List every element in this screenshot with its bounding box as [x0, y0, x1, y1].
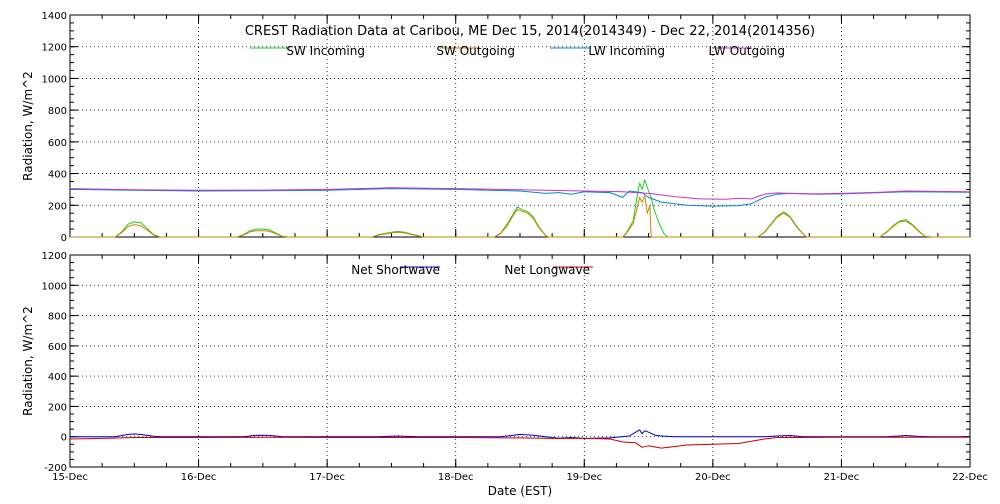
y-tick-label: 200: [48, 201, 67, 212]
y-tick-label: 600: [48, 342, 67, 353]
y-tick-label: 0: [61, 233, 67, 244]
series-line-lw-outgoing: [69, 187, 971, 200]
y-tick-label: -200: [44, 463, 67, 474]
y-tick-label: 1200: [42, 251, 67, 262]
legend-label-net-shortwave: Net Shortwave: [351, 263, 440, 277]
y-tick-label: 1000: [42, 281, 67, 292]
x-tick-label: 17-Dec: [309, 472, 345, 483]
y-axis-label: Radiation, W/m^2: [21, 306, 35, 416]
top-plot: 0 200 400 600 800 1000 1200 1400 Radiation, W/m^…: [21, 11, 971, 244]
y-tick-label: 1400: [42, 11, 67, 22]
x-tick-label: 15-Dec: [52, 472, 88, 483]
legend-label-sw-outgoing: SW Outgoing: [436, 44, 515, 58]
series-line-sw-incoming: [70, 179, 970, 238]
y-tick-label: 400: [48, 372, 67, 383]
y-axis-label: Radiation, W/m^2: [21, 71, 35, 181]
y-tick-label: 600: [48, 138, 67, 149]
legend-label-sw-incoming: SW Incoming: [286, 44, 365, 58]
plot-frame: [69, 14, 971, 238]
x-tick-label: 22-Dec: [952, 472, 988, 483]
y-tick-label: 800: [48, 312, 67, 323]
legend-label-lw-outgoing: LW Outgoing: [708, 44, 785, 58]
x-axis-label: Date (EST): [488, 484, 552, 498]
y-tick-label: 800: [48, 106, 67, 117]
bottom-plot: -200 0 200 400 600 800 1000 1200 Radiation, W/m^…: [21, 251, 988, 483]
legend-label-net-longwave: Net Longwave: [504, 263, 590, 277]
chart-title: CREST Radiation Data at Caribou, ME Dec …: [245, 24, 815, 39]
x-tick-label: 20-Dec: [695, 472, 731, 483]
y-tick-label: 1200: [42, 43, 67, 54]
x-tick-label: 19-Dec: [566, 472, 602, 483]
y-tick-label: 200: [48, 402, 67, 413]
legend-label-lw-incoming: LW Incoming: [588, 44, 665, 58]
y-tick-label: 1000: [42, 74, 67, 85]
y-tick-label: 0: [61, 433, 67, 444]
y-tick-label: 400: [48, 170, 67, 181]
series-line-lw-incoming: [69, 188, 971, 207]
x-tick-label: 16-Dec: [181, 472, 217, 483]
x-tick-label: 18-Dec: [438, 472, 474, 483]
x-tick-label: 21-Dec: [824, 472, 860, 483]
plot-frame: [69, 254, 971, 468]
series-line-net-longwave: [69, 436, 971, 449]
series-line-sw-outgoing: [70, 195, 970, 238]
series-line-net-shortwave: [70, 429, 970, 439]
